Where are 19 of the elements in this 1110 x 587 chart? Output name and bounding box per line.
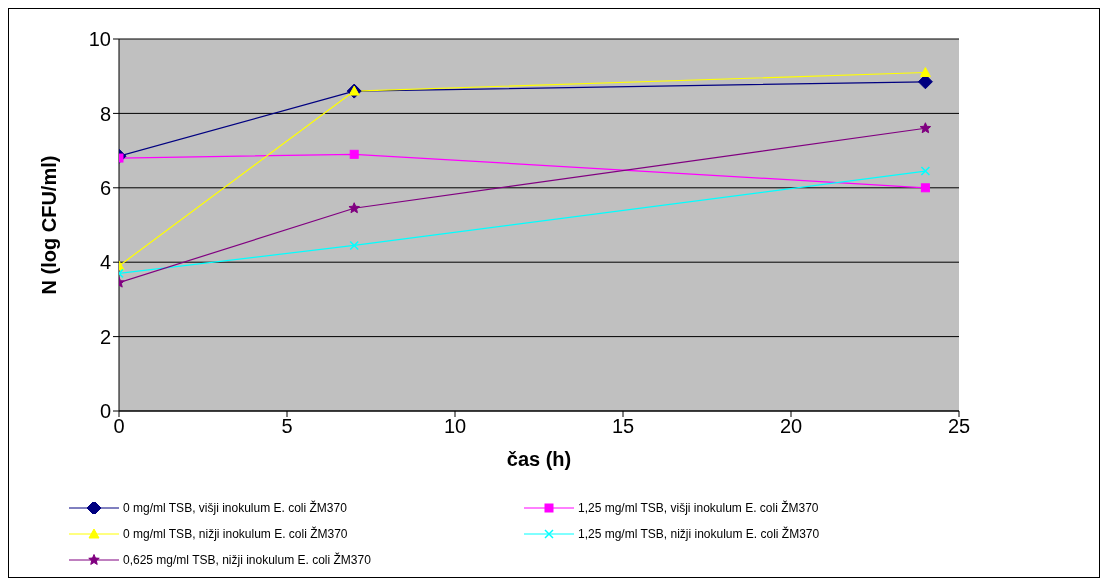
x-tick-label: 0 xyxy=(113,415,125,438)
x-tick-label: 20 xyxy=(779,415,803,438)
y-tick-label: 2 xyxy=(99,325,111,348)
legend-label: 0 mg/ml TSB, nižji inokulum E. coli ŽM370 xyxy=(123,527,348,541)
y-tick-label: 0 xyxy=(99,400,111,423)
legend-label: 1,25 mg/ml TSB, nižji inokulum E. coli ŽM370 xyxy=(578,527,820,541)
y-tick-label: 8 xyxy=(99,102,111,125)
y-tick-label: 6 xyxy=(99,176,111,199)
y-tick-label: 10 xyxy=(88,28,111,51)
x-tick-label: 10 xyxy=(443,415,467,438)
y-axis-title: N (log CFU/ml) xyxy=(38,155,61,295)
x-tick-label: 25 xyxy=(947,415,971,438)
legend-label: 0,625 mg/ml TSB, nižji inokulum E. coli ŽM370 xyxy=(123,553,371,567)
x-tick-label: 15 xyxy=(611,415,635,438)
x-tick-label: 5 xyxy=(281,415,293,438)
y-tick-label: 4 xyxy=(99,251,111,274)
legend-label: 1,25 mg/ml TSB, višji inokulum E. coli ŽM370 xyxy=(578,501,819,515)
x-axis-title: čas (h) xyxy=(506,448,572,470)
legend-label: 0 mg/ml TSB, višji inokulum E. coli ŽM370 xyxy=(123,501,347,515)
